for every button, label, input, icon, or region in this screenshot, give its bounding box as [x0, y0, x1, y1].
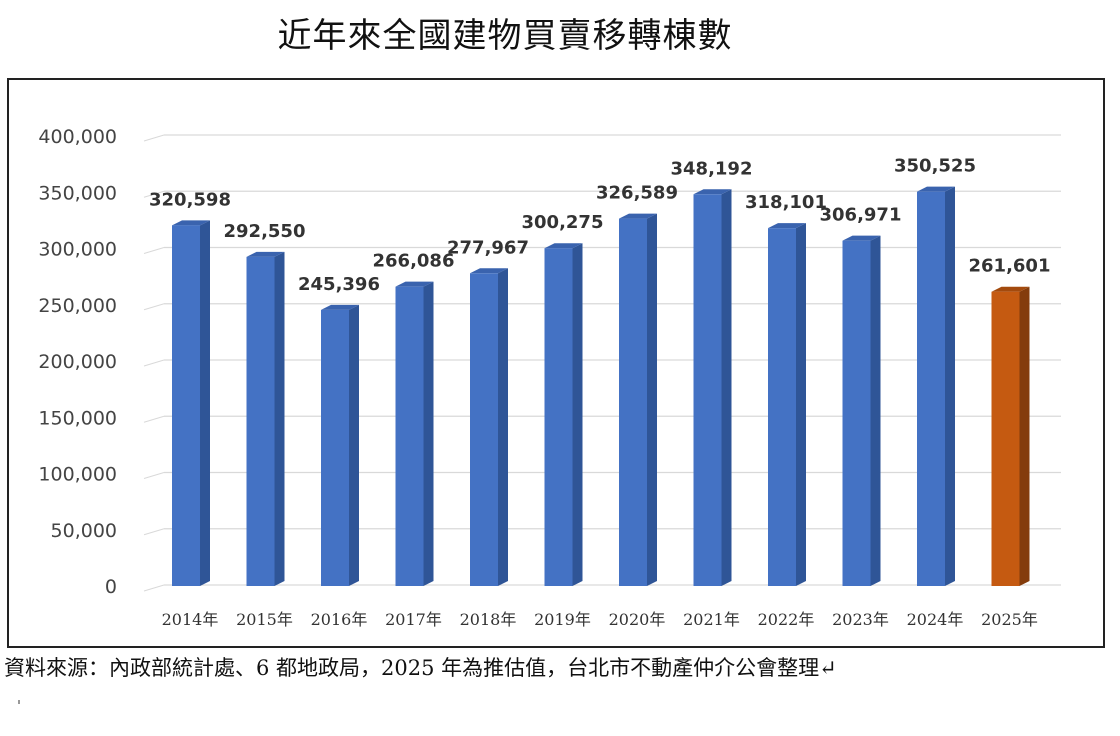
- gridline-slant: [143, 247, 165, 254]
- bar: [395, 286, 424, 586]
- gridline-slant: [143, 303, 165, 311]
- bar-top: [544, 243, 583, 249]
- bar-top: [395, 281, 434, 287]
- bar-top: [172, 220, 210, 226]
- bar-top: [619, 213, 657, 219]
- bar-side: [796, 223, 806, 587]
- gridline-slant: [143, 472, 165, 479]
- bar-side: [721, 189, 732, 586]
- stray-mark: [18, 700, 20, 704]
- y-tick-label: 350,000: [38, 182, 117, 204]
- data-label: 292,550: [224, 221, 306, 242]
- bar-top: [321, 304, 359, 310]
- y-tick-label: 0: [105, 576, 117, 598]
- bar: [842, 240, 871, 586]
- bar: [172, 225, 200, 586]
- data-label: 277,967: [447, 237, 529, 258]
- data-label: 245,396: [298, 274, 380, 295]
- y-tick-label: 100,000: [38, 464, 117, 486]
- bar-side: [200, 220, 210, 586]
- data-label: 318,101: [745, 192, 827, 213]
- bar-side: [349, 304, 359, 586]
- chart-title: 近年來全國建物買賣移轉棟數: [277, 16, 733, 56]
- bar-side: [945, 186, 955, 587]
- x-tick-label: 2015年: [236, 610, 293, 629]
- data-label: 350,525: [894, 156, 976, 177]
- bar-side: [647, 213, 657, 586]
- data-label: 266,086: [373, 251, 455, 272]
- gridline-slant: [143, 190, 165, 198]
- bar: [470, 273, 498, 586]
- gridline-slant: [143, 134, 165, 142]
- x-tick-label: 2023年: [832, 610, 889, 629]
- x-tick-label: 2018年: [460, 610, 517, 629]
- bar-side: [274, 251, 285, 586]
- bar: [917, 191, 945, 587]
- y-tick-label: 300,000: [38, 239, 117, 261]
- bar-top: [470, 268, 508, 274]
- bar: [544, 248, 573, 587]
- axes: 0 50,000 100,000 150,000 200,000 250,000 300,0…: [38, 126, 1037, 629]
- x-tick-label: 2014年: [162, 610, 219, 629]
- bar-top: [693, 189, 732, 195]
- data-label: 320,598: [149, 189, 231, 210]
- bar: [768, 228, 796, 587]
- bar-top: [991, 286, 1030, 292]
- bar-top: [768, 223, 806, 229]
- bar: [321, 309, 349, 586]
- x-tick-label: 2017年: [385, 610, 442, 629]
- data-label: 326,589: [596, 183, 678, 204]
- chart-frame: 0 50,000 100,000 150,000 200,000 250,000 300,0…: [7, 78, 1105, 648]
- gridline-slant: [143, 359, 165, 367]
- bar-side: [870, 235, 881, 586]
- bar-chart: 0 50,000 100,000 150,000 200,000 250,000 300,0…: [38, 126, 1061, 629]
- bar-top: [842, 235, 881, 241]
- gridline-slant: [143, 584, 165, 592]
- gridline-slant: [143, 415, 165, 423]
- x-tick-label: 2022年: [758, 610, 815, 629]
- bar: [246, 256, 275, 586]
- bar-side: [498, 268, 508, 586]
- bar-top: [246, 251, 285, 257]
- bar: [693, 194, 722, 586]
- source-note: 資料來源：內政部統計處、6 都地政局，2025 年為推估值，台北市不動產仲介公會…: [4, 656, 837, 680]
- bar-side: [1019, 286, 1030, 586]
- y-tick-label: 400,000: [38, 126, 117, 148]
- y-tick-label: 50,000: [51, 520, 117, 542]
- bar-side: [423, 281, 434, 586]
- data-label: 261,601: [969, 256, 1051, 277]
- x-tick-label: 2019年: [534, 610, 591, 629]
- data-label: 306,971: [820, 205, 902, 226]
- x-tick-label: 2020年: [609, 610, 666, 629]
- bar: [619, 218, 647, 586]
- gridlines: [143, 134, 1061, 592]
- bars: [172, 186, 1030, 587]
- x-tick-label: 2024年: [907, 610, 964, 629]
- gridline-slant: [143, 528, 165, 536]
- y-tick-label: 250,000: [38, 295, 117, 317]
- bar: [991, 291, 1020, 586]
- x-tick-label: 2021年: [683, 610, 740, 629]
- bar-top: [917, 186, 955, 192]
- x-tick-label: 2016年: [311, 610, 368, 629]
- x-tick-label: 2025年: [981, 610, 1038, 629]
- y-tick-label: 200,000: [38, 351, 117, 373]
- data-label: 300,275: [522, 212, 604, 233]
- y-tick-label: 150,000: [38, 407, 117, 429]
- data-label: 348,192: [671, 158, 753, 179]
- bar-side: [572, 243, 583, 587]
